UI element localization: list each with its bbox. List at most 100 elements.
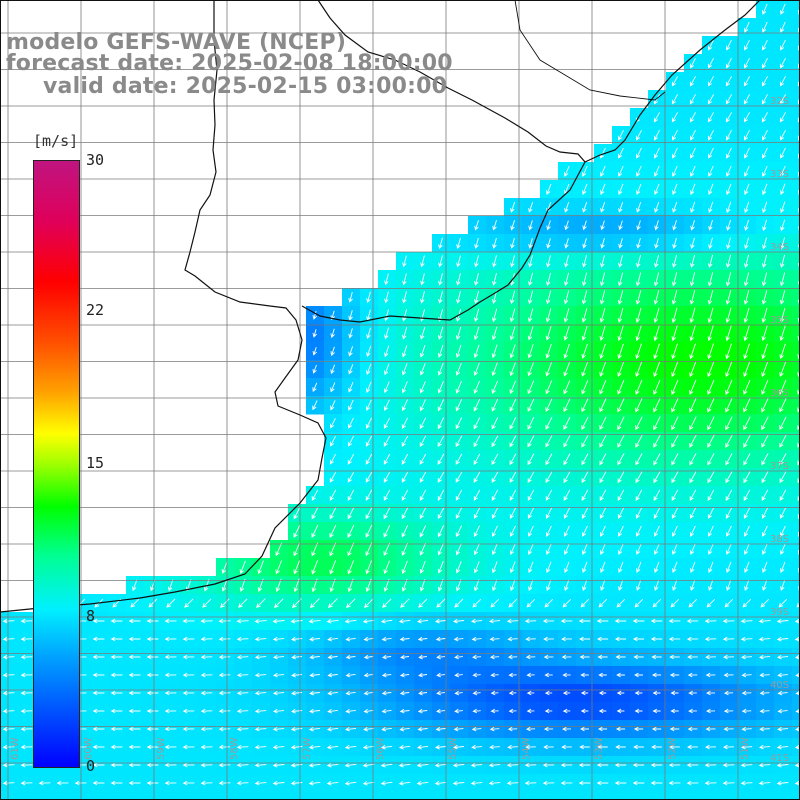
wind-arrow (690, 183, 696, 196)
wind-arrow (420, 291, 425, 304)
wind-arrow (110, 726, 123, 732)
wind-arrow (744, 561, 750, 573)
wind-arrow (653, 434, 661, 448)
wind-arrow (779, 434, 787, 448)
wind-arrow (455, 525, 463, 538)
wind-arrow (617, 129, 624, 141)
wind-arrow (743, 434, 751, 448)
wind-arrow (437, 507, 445, 520)
wind-arrow (797, 423, 800, 431)
wind-arrow (724, 598, 734, 608)
wind-arrow (365, 542, 373, 557)
wind-arrow (563, 525, 570, 537)
wind-arrow (509, 380, 517, 395)
wind-arrow (761, 434, 769, 448)
wind-arrow (366, 327, 371, 339)
wind-arrow (2, 744, 15, 750)
wind-arrow (327, 636, 338, 642)
wind-arrow (761, 254, 768, 269)
wind-arrow (635, 379, 643, 395)
wind-arrow (707, 307, 714, 324)
wind-arrow (345, 654, 356, 660)
wind-arrow (470, 618, 483, 624)
wind-arrow (780, 561, 786, 573)
wind-arrow (527, 543, 534, 556)
wind-arrow (545, 416, 553, 430)
wind-arrow (563, 543, 570, 555)
wind-arrow (218, 654, 231, 660)
wind-arrow (743, 112, 750, 123)
wind-arrow (418, 690, 428, 696)
wind-arrow (741, 654, 753, 660)
wind-arrow (758, 636, 771, 642)
wind-arrow (366, 363, 372, 375)
wind-arrow (491, 362, 498, 377)
wind-arrow (776, 744, 789, 750)
wind-arrow (272, 726, 285, 732)
wind-arrow (704, 636, 717, 642)
wind-arrow (564, 579, 570, 592)
wind-cell (738, 792, 757, 800)
wind-arrow (293, 507, 301, 520)
wind-arrow (743, 453, 751, 466)
wind-arrow (20, 726, 33, 732)
wind-arrow (582, 183, 588, 195)
wind-arrow (236, 780, 249, 786)
wind-arrow (218, 708, 231, 714)
wind-arrow (506, 780, 519, 786)
wind-arrow (437, 399, 445, 412)
wind-arrow (596, 780, 609, 786)
wind-arrow (563, 507, 571, 519)
wind-arrow (401, 560, 408, 575)
wind-arrow (581, 471, 589, 484)
wind-arrow (490, 672, 499, 678)
wind-arrow (2, 654, 15, 660)
wind-arrow (146, 726, 159, 732)
wind-arrow (362, 780, 375, 786)
wind-cell (108, 792, 127, 800)
wind-cell (252, 792, 271, 800)
wind-arrow (582, 255, 587, 268)
wind-arrow (146, 762, 159, 768)
wind-arrow (437, 471, 445, 483)
wind-arrow (182, 672, 195, 678)
wind-arrow (239, 560, 246, 575)
wind-arrow (401, 453, 409, 465)
wind-arrow (399, 726, 410, 732)
wind-arrow (200, 690, 213, 696)
wind-arrow (182, 762, 195, 768)
wind-arrow (708, 201, 714, 213)
wind-arrow (508, 690, 517, 696)
wind-arrow (528, 255, 533, 268)
wind-arrow (329, 560, 337, 575)
wind-arrow (545, 272, 552, 287)
wind-arrow (545, 453, 553, 466)
wind-arrow (671, 272, 678, 287)
wind-arrow (743, 289, 750, 305)
wind-arrow (581, 325, 588, 341)
wind-arrow (509, 398, 517, 412)
wind-arrow (546, 579, 552, 592)
wind-arrow (617, 416, 625, 431)
forecast-date: forecast date: 2025-02-08 18:00:00 (6, 51, 453, 76)
wind-arrow (509, 471, 517, 483)
wind-arrow (743, 76, 750, 87)
wind-cell (378, 792, 397, 800)
wind-arrow (401, 381, 408, 394)
wind-arrow (651, 726, 662, 732)
wind-arrow (220, 598, 230, 608)
wind-arrow (344, 618, 357, 624)
wind-arrow (455, 579, 462, 592)
wind-arrow (744, 201, 750, 214)
wind-arrow (743, 471, 751, 484)
wind-arrow (312, 347, 318, 356)
wind-arrow (635, 343, 642, 360)
wind-cell (90, 792, 109, 800)
wind-arrow (706, 598, 716, 608)
wind-arrow (563, 471, 571, 484)
wind-arrow (329, 453, 336, 465)
wind-arrow (381, 636, 392, 642)
lon-label: 61W (10, 737, 21, 760)
